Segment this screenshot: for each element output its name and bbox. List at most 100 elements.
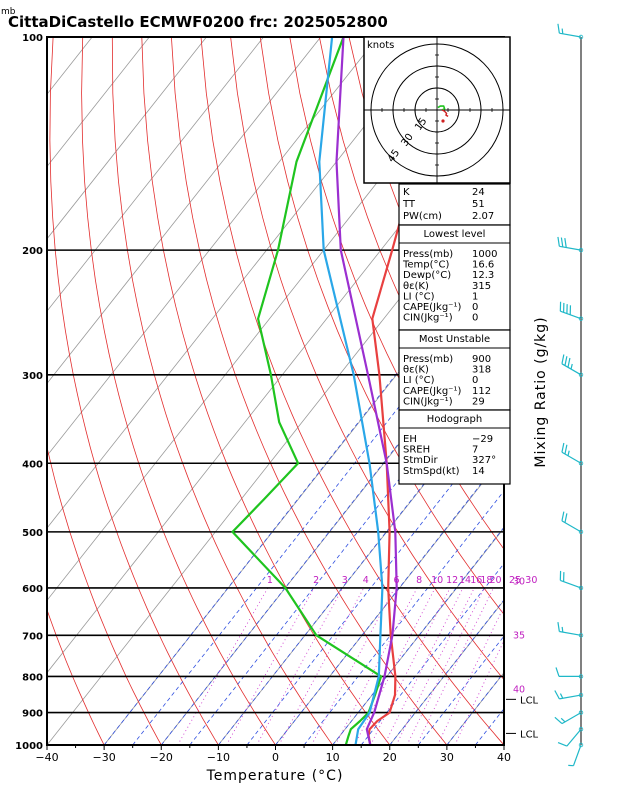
mixing-ratio-label: 20	[489, 575, 501, 586]
param-value: 0	[472, 313, 478, 324]
wind-barb-station	[578, 674, 584, 679]
moist-adiabat	[246, 417, 504, 745]
dry-adiabat	[259, 37, 504, 616]
param-label: SREH	[403, 445, 430, 456]
param-value: −29	[472, 434, 493, 445]
index-label: TT	[402, 199, 416, 210]
mixing-ratio-label: 3	[342, 575, 348, 586]
pressure-tick-label: 100	[22, 33, 43, 44]
pressure-tick-label: 500	[22, 528, 43, 539]
wind-barb	[557, 236, 584, 253]
param-label: Temp(°C)	[402, 260, 450, 271]
wind-barb-flag	[557, 236, 560, 247]
param-label: θε(K)	[403, 365, 429, 376]
x-tick-label: −10	[207, 751, 230, 764]
mixing-ratio-line	[177, 587, 269, 745]
mixing-ratio-label: 30	[525, 575, 537, 586]
chart-title: CittaDiCastello ECMWF0200 frc: 202505280…	[8, 13, 388, 31]
wind-barb-staff	[560, 579, 582, 589]
index-label: PW(cm)	[403, 211, 442, 222]
isotherm-line	[47, 37, 379, 457]
wind-barb-flag	[561, 511, 565, 521]
wind-profile	[554, 23, 584, 767]
wind-barb-flag	[564, 513, 568, 523]
pressure-unit-label: mb	[1, 7, 16, 17]
wind-barb-station	[578, 529, 584, 535]
mixing-ratio-label: 6	[394, 575, 400, 586]
theta-e-label: 40	[513, 685, 525, 696]
param-value: 14	[472, 466, 485, 477]
wind-barb-flag	[567, 450, 570, 456]
param-value: 112	[472, 386, 491, 397]
mixing-ratio-line	[278, 587, 365, 745]
param-value: 12.3	[472, 270, 494, 281]
param-label: CAPE(Jkg⁻¹)	[403, 302, 461, 313]
isotherm-line	[47, 37, 150, 168]
x-tick-label: 20	[383, 751, 397, 764]
wind-barb	[561, 354, 584, 378]
most-unstable-header: Most Unstable	[419, 334, 490, 345]
isotherm-line	[47, 37, 264, 312]
moist-adiabat	[417, 635, 504, 745]
hodograph-trace-low	[437, 105, 446, 111]
wind-barb-flag	[554, 716, 563, 725]
param-label: EH	[403, 434, 417, 445]
mixing-ratio-line	[437, 605, 504, 745]
pressure-tick-label: 1000	[15, 741, 43, 752]
index-value: 2.07	[472, 211, 494, 222]
isotherm-line	[47, 37, 322, 385]
wind-barb-flag	[560, 717, 566, 723]
wind-barb-staff	[559, 630, 582, 636]
dry-adiabat	[171, 37, 448, 745]
wind-barb	[554, 710, 584, 725]
mixing-ratio-label: 12	[446, 575, 458, 586]
dry-adiabat	[200, 37, 504, 745]
param-value: 16.6	[472, 260, 494, 271]
param-label: CIN(Jkg⁻¹)	[403, 313, 453, 324]
wind-barb	[559, 301, 584, 321]
wind-barb	[555, 667, 584, 679]
dry-adiabat	[81, 37, 276, 745]
wind-barb-staff	[561, 712, 582, 725]
isotherm-line	[47, 165, 504, 745]
hodograph-ring	[370, 43, 504, 177]
moist-adiabat	[103, 249, 494, 745]
param-value: 1000	[472, 249, 497, 260]
wind-barb-station	[578, 247, 584, 253]
wind-barb-staff	[561, 451, 582, 464]
wind-barb-station	[578, 633, 584, 638]
dry-adiabat	[141, 37, 391, 745]
wind-barb	[557, 727, 584, 747]
mixing-ratio-line	[311, 587, 395, 745]
hodograph_params-box	[398, 409, 511, 485]
param-label: StmSpd(kt)	[403, 466, 460, 477]
wind-barb-flag	[561, 442, 565, 453]
wind-barb-flag	[561, 354, 565, 364]
mixing-ratio-line	[256, 587, 344, 745]
x-axis-label: Temperature (°C)	[206, 768, 344, 784]
dry-adiabat	[289, 37, 504, 550]
mixing-ratio-label: 18	[480, 575, 492, 586]
wind-barb-staff	[559, 694, 582, 700]
wind-barb-staff	[561, 520, 582, 533]
mixing-ratio-label: 8	[416, 575, 422, 586]
hodograph-ring	[392, 65, 482, 155]
wind-barb-staff	[559, 245, 582, 251]
param-label: Press(mb)	[403, 354, 453, 365]
wind-barb-staff	[572, 744, 582, 766]
wind-barb-station	[578, 372, 584, 378]
wind-barb	[557, 622, 584, 638]
mixing-ratio-label: 1	[267, 575, 273, 586]
wind-barb-flag	[561, 28, 564, 34]
param-value: 7	[472, 445, 478, 456]
wind-barb-flag	[564, 356, 568, 366]
pressure-tick-label: 300	[22, 371, 43, 382]
dewpoint-profile	[231, 37, 383, 745]
param-label: θε(K)	[403, 281, 429, 292]
pressure-tick-label: 600	[22, 584, 43, 595]
param-value: 0	[472, 375, 478, 386]
wind-barb-flag	[564, 238, 567, 248]
temperature-profile	[367, 37, 471, 745]
param-label: LI (°C)	[403, 291, 435, 302]
